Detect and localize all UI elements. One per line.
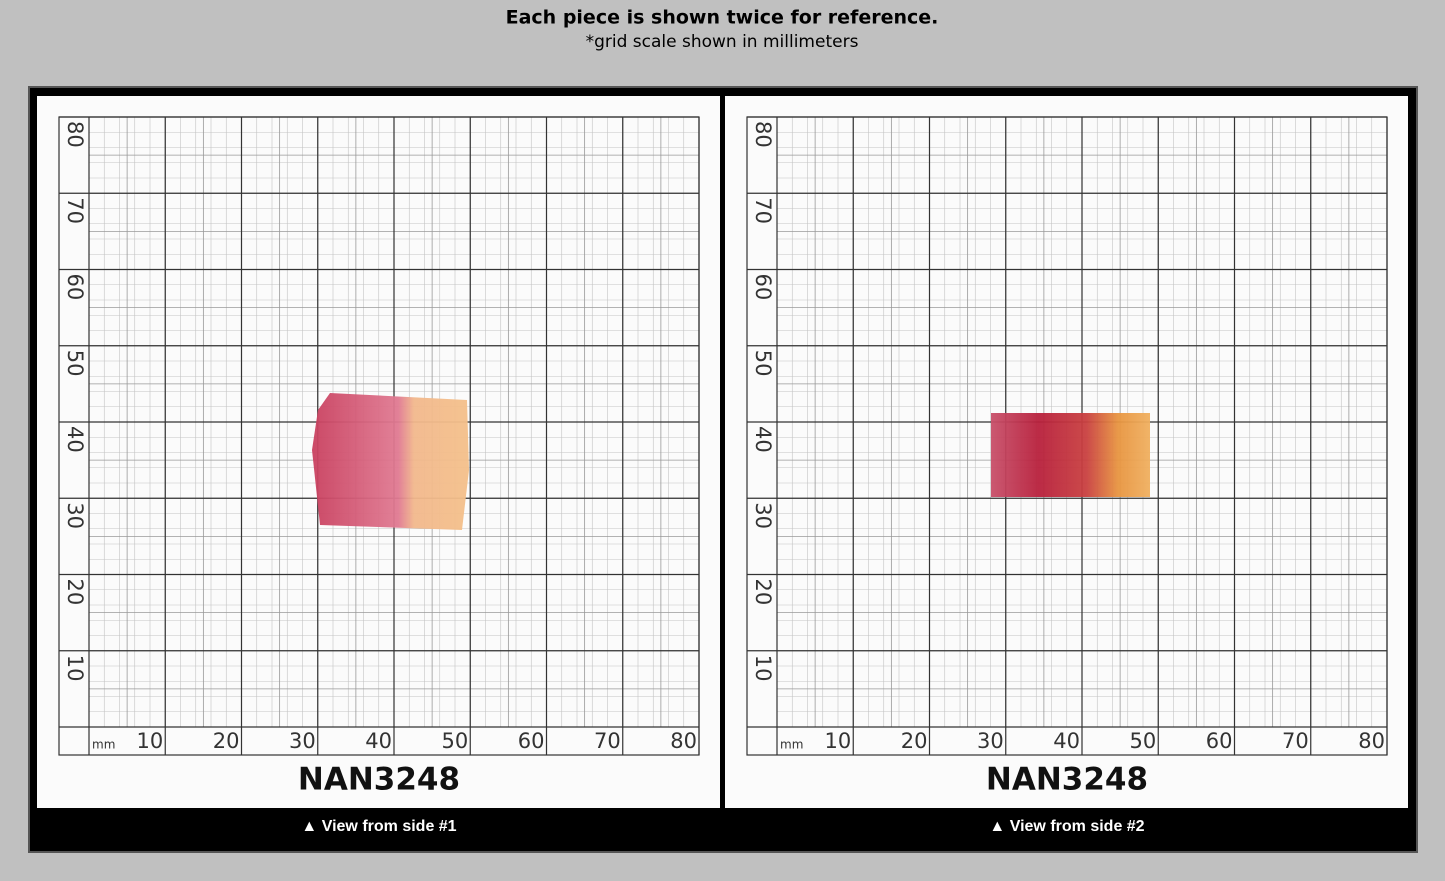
x-scale-label: 20 bbox=[213, 729, 240, 753]
x-scale-label: 80 bbox=[1358, 729, 1385, 753]
product-code: NAN3248 bbox=[298, 762, 460, 798]
y-scale-label: 80 bbox=[751, 121, 775, 148]
x-scale-label: 40 bbox=[1053, 729, 1080, 753]
x-scale-label: 10 bbox=[137, 729, 164, 753]
caption: ▲ View from side #1 bbox=[301, 818, 456, 835]
title: Each piece is shown twice for reference. bbox=[506, 7, 939, 29]
y-scale-label: 10 bbox=[751, 655, 775, 682]
y-scale-label: 50 bbox=[751, 350, 775, 377]
y-scale-label: 70 bbox=[63, 197, 87, 224]
y-scale-label: 10 bbox=[63, 655, 87, 682]
y-scale-label: 40 bbox=[751, 426, 775, 453]
x-scale-label: 60 bbox=[1206, 729, 1233, 753]
product-code: NAN3248 bbox=[986, 762, 1148, 798]
x-scale-label: 70 bbox=[594, 729, 621, 753]
panels: mm 10 20 30 40 50 60 70 80 10 20 30 40 50 60 70 80 NAN324… bbox=[37, 96, 1408, 835]
subtitle: *grid scale shown in millimeters bbox=[586, 32, 859, 52]
x-scale-label: 10 bbox=[825, 729, 852, 753]
y-scale-label: 30 bbox=[63, 502, 87, 529]
x-scale-label: 70 bbox=[1282, 729, 1309, 753]
specimen-side-1 bbox=[312, 393, 469, 530]
unit-label: mm bbox=[92, 738, 115, 752]
x-scale-label: 50 bbox=[1130, 729, 1157, 753]
x-scale-label: 80 bbox=[670, 729, 697, 753]
x-scale-label: 30 bbox=[977, 729, 1004, 753]
y-scale-label: 40 bbox=[63, 426, 87, 453]
y-scale-label: 20 bbox=[751, 579, 775, 606]
scale-border bbox=[58, 116, 700, 756]
y-scale-label: 80 bbox=[63, 121, 87, 148]
scale-border bbox=[746, 116, 1388, 756]
x-scale-label: 20 bbox=[901, 729, 928, 753]
x-scale-label: 30 bbox=[289, 729, 316, 753]
x-scale-label: 50 bbox=[442, 729, 469, 753]
caption: ▲ View from side #2 bbox=[989, 818, 1144, 835]
unit-label: mm bbox=[780, 738, 803, 752]
y-scale-label: 60 bbox=[751, 274, 775, 301]
x-scale-label: 60 bbox=[518, 729, 545, 753]
y-scale-label: 30 bbox=[751, 502, 775, 529]
y-scale-label: 60 bbox=[63, 274, 87, 301]
y-scale-label: 50 bbox=[63, 350, 87, 377]
y-scale-label: 70 bbox=[751, 197, 775, 224]
y-scale-label: 20 bbox=[63, 579, 87, 606]
specimen-side-2 bbox=[991, 413, 1150, 497]
x-scale-label: 40 bbox=[365, 729, 392, 753]
